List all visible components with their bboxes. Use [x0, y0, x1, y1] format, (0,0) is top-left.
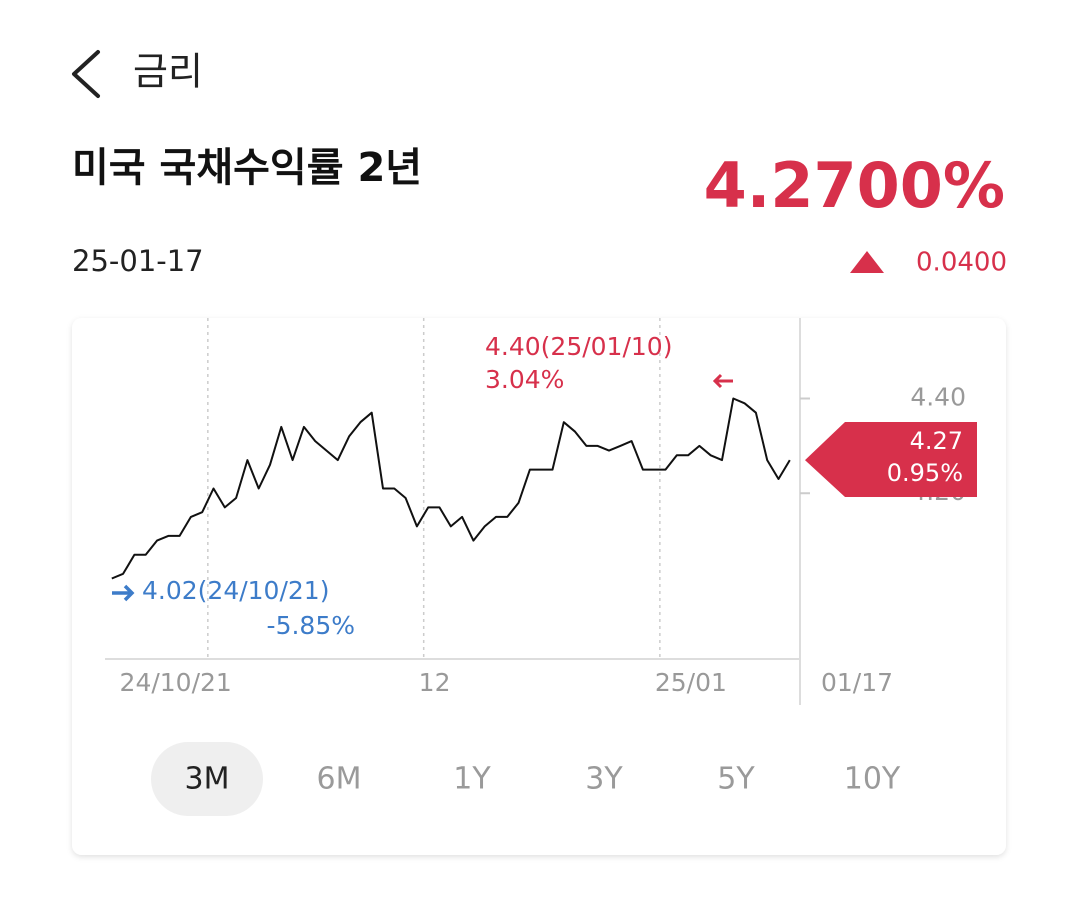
current-value: 4.27 — [910, 427, 963, 455]
period-tab[interactable]: 3Y — [585, 762, 623, 797]
chart-card — [72, 318, 1006, 855]
price-line — [111, 397, 791, 580]
change: 0.0400 — [916, 248, 1007, 278]
period-tab[interactable]: 3M — [185, 762, 230, 797]
arrow-left — [712, 373, 733, 389]
x-tick-label: 24/10/21 — [120, 668, 232, 697]
x-end-label: 01/17 — [821, 668, 893, 697]
x-tick-label: 12 — [419, 668, 451, 697]
min-annotation-change: -5.85% — [267, 611, 355, 640]
period-tabs: 3M 6M 1Y 3Y 5Y 10Y — [151, 742, 901, 816]
date: 25-01-17 — [72, 244, 204, 278]
y-tick-label: 4.40 — [910, 383, 966, 412]
current-change: 0.95% — [887, 459, 963, 487]
current-tag — [805, 422, 977, 497]
period-tab[interactable]: 5Y — [717, 762, 755, 797]
period-tab[interactable]: 10Y — [844, 762, 901, 797]
max-annotation-change: 3.04% — [485, 365, 564, 394]
x-tick-label: 25/01 — [655, 668, 727, 697]
min-annotation: 4.02(24/10/21) — [142, 576, 329, 605]
instrument-name: 미국 국채수익률 2년 — [72, 145, 422, 191]
period-tab[interactable]: 1Y — [453, 762, 491, 797]
selected-tab-bg — [151, 742, 263, 816]
chart: 24/10/211225/0101/174.404.204.40(25/01/1… — [105, 318, 977, 705]
price: 4.2700% — [704, 149, 1005, 222]
max-annotation: 4.40(25/01/10) — [485, 332, 672, 361]
up-triangle — [850, 251, 884, 273]
arrow-right — [112, 584, 135, 602]
back-button[interactable] — [72, 50, 100, 98]
page-title: 금리 — [133, 50, 203, 94]
period-tab[interactable]: 6M — [317, 762, 362, 797]
